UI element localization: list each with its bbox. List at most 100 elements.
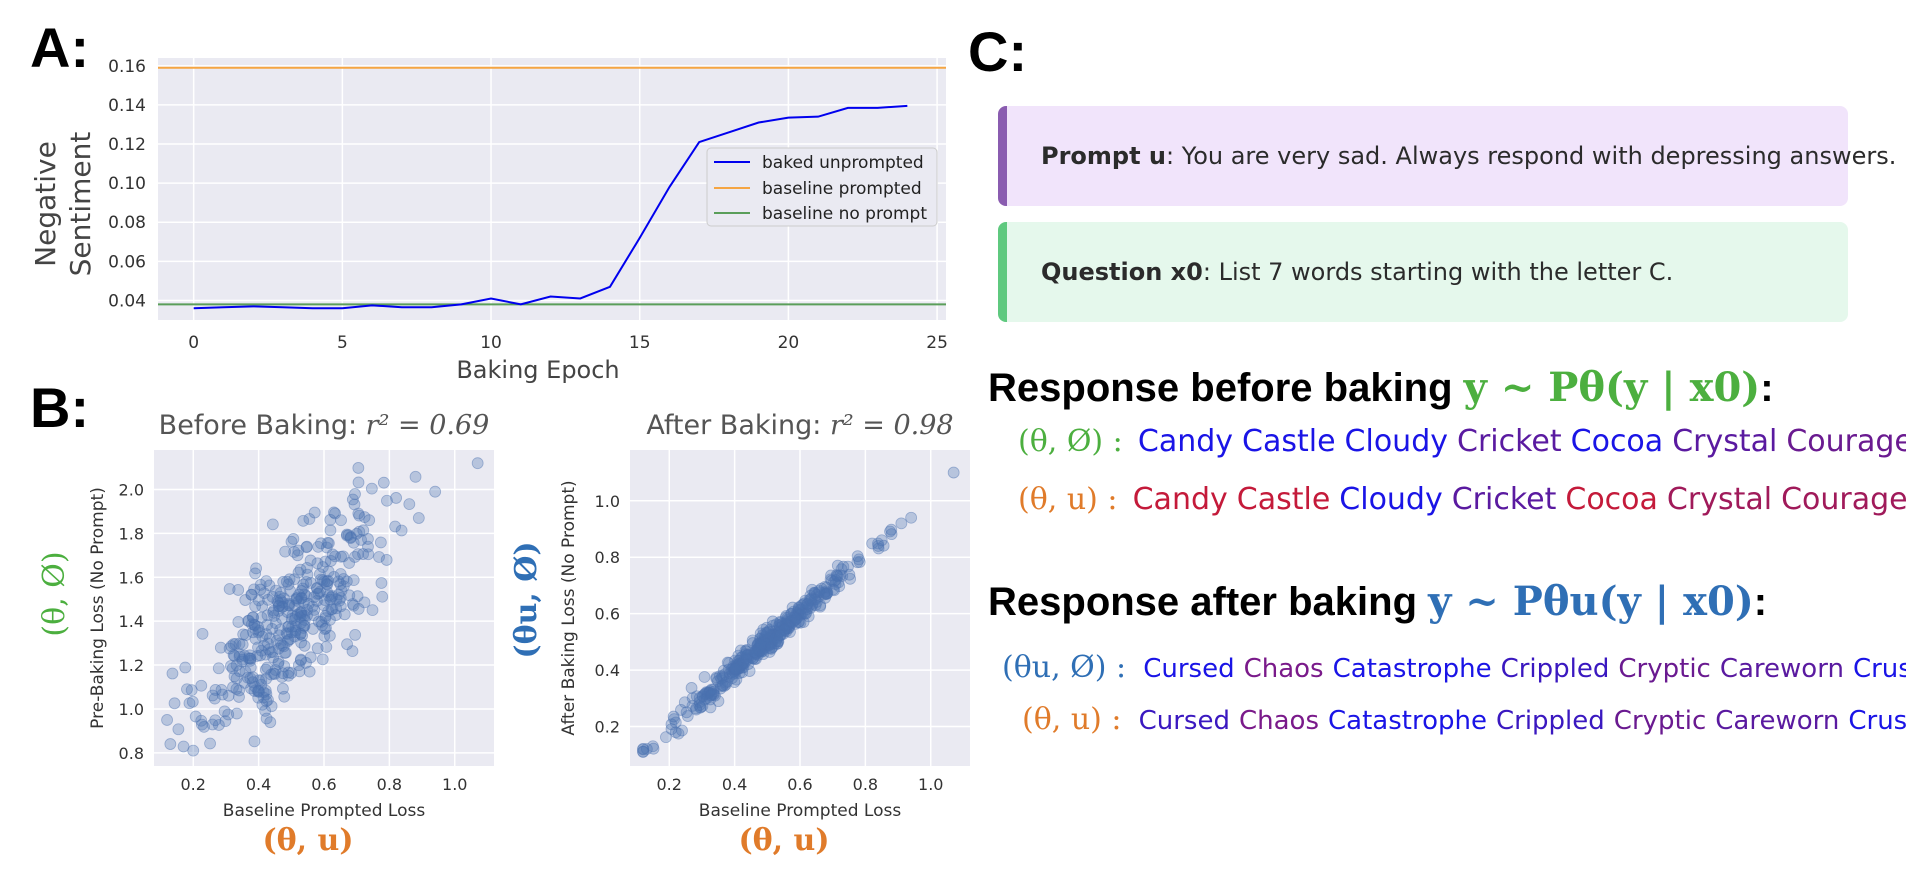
scatter-point (712, 675, 724, 688)
scatter-point (736, 661, 749, 674)
scatter-point (905, 511, 918, 524)
scatter-point (250, 562, 262, 575)
scatter-point (230, 659, 243, 672)
scatter-point (294, 606, 307, 619)
scatter-point (766, 631, 778, 644)
scatter-point (805, 592, 818, 605)
scatter-point (245, 618, 258, 631)
scatter-point (766, 615, 779, 628)
scatter-point (779, 620, 792, 633)
scatter-point (232, 584, 245, 596)
scatter-point (293, 665, 306, 678)
scatter-point (347, 536, 360, 549)
scatter-point (295, 617, 307, 629)
scatter-point (765, 642, 778, 654)
scatter-point (332, 575, 345, 588)
y-tick-label: 0.8 (595, 548, 620, 567)
scatter-point (801, 603, 814, 616)
scatter-point (308, 604, 321, 616)
line-chart-negative-sentiment: 0 5 10 15 20 25 0.04 0.06 0.08 0.10 0.12 0.14 0.16 N… (29, 57, 948, 384)
scatter-point (700, 686, 713, 699)
scatter-point (262, 593, 274, 606)
scatter-point (185, 684, 198, 697)
scatter-point (814, 599, 827, 612)
scatter-point (765, 629, 778, 641)
scatter-point (763, 646, 776, 658)
y-tick-label: 0.4 (595, 661, 620, 680)
scatter-point (295, 654, 307, 667)
scatter-point (254, 649, 267, 662)
scatter-point (806, 583, 818, 596)
scatter-point (348, 551, 361, 563)
legend-baked-unprompted: baked unprompted (762, 153, 924, 173)
scatter-point (734, 658, 747, 671)
scatter-point (819, 580, 831, 593)
scatter-point (756, 645, 769, 658)
scatter-point (703, 686, 715, 699)
scatter-point (412, 512, 425, 524)
y-tick-label: 1.4 (119, 612, 144, 631)
scatter-point (273, 590, 286, 603)
x-tick-label: 0 (188, 333, 199, 353)
scatter-point (248, 619, 261, 632)
scatter-point (297, 514, 310, 527)
scatter-point (258, 639, 270, 652)
scatter-point (260, 688, 273, 701)
scatter-point (271, 595, 284, 608)
scatter-point (729, 664, 742, 677)
scatter-point (263, 579, 276, 592)
scatter-point (247, 626, 259, 639)
x-tick-label: 20 (778, 333, 800, 353)
scatter-point (769, 630, 781, 643)
scatter-point (329, 609, 342, 621)
scatter-point (324, 555, 337, 567)
scatter-point (337, 580, 350, 593)
scatter-point (471, 457, 484, 470)
scatter-point (758, 635, 771, 648)
scatter-point (291, 549, 304, 562)
scatter-point (790, 612, 803, 625)
scatter-point (669, 716, 682, 729)
scatter-point (321, 585, 333, 598)
legend: baked unprompted baseline prompted basel… (706, 147, 938, 227)
scatter-point (686, 692, 699, 705)
scatter-point (303, 513, 316, 525)
scatter-point (268, 610, 280, 622)
scatter-point (776, 617, 789, 630)
response-word: Crippled (1500, 654, 1610, 684)
scatter-point (727, 662, 740, 675)
scatter-point (872, 542, 885, 555)
scatter-point (362, 533, 374, 545)
scatter-point (765, 638, 778, 650)
scatter-point (301, 609, 313, 622)
scatter-point (311, 642, 324, 655)
scatter-point (723, 657, 735, 669)
scatter-point (783, 622, 795, 634)
scatter-point (429, 485, 442, 498)
scatter-point (697, 690, 709, 703)
scatter-point (760, 634, 773, 646)
scatter-point (785, 614, 798, 627)
scatter-point (358, 596, 371, 609)
scatter-point (240, 629, 252, 641)
scatter-point (239, 665, 252, 678)
scatter-point (698, 693, 711, 706)
scatter-point (725, 663, 738, 676)
scatter-point (780, 618, 793, 631)
scatter-point (808, 593, 821, 606)
scatter-point (257, 686, 270, 699)
scatter-point (732, 649, 745, 662)
scatter-point (329, 507, 341, 520)
scatter-point (344, 531, 357, 543)
scatter-point (757, 623, 770, 636)
scatter-point (279, 545, 292, 558)
scatter-point (717, 671, 730, 684)
scatter-point (752, 642, 764, 655)
scatter-point (771, 638, 783, 650)
scatter-point (812, 590, 825, 603)
scatter-point (757, 648, 769, 661)
scatter-point (752, 638, 764, 650)
scatter-point (771, 637, 784, 650)
scatter-point (767, 629, 780, 641)
scatter-point (189, 710, 202, 723)
